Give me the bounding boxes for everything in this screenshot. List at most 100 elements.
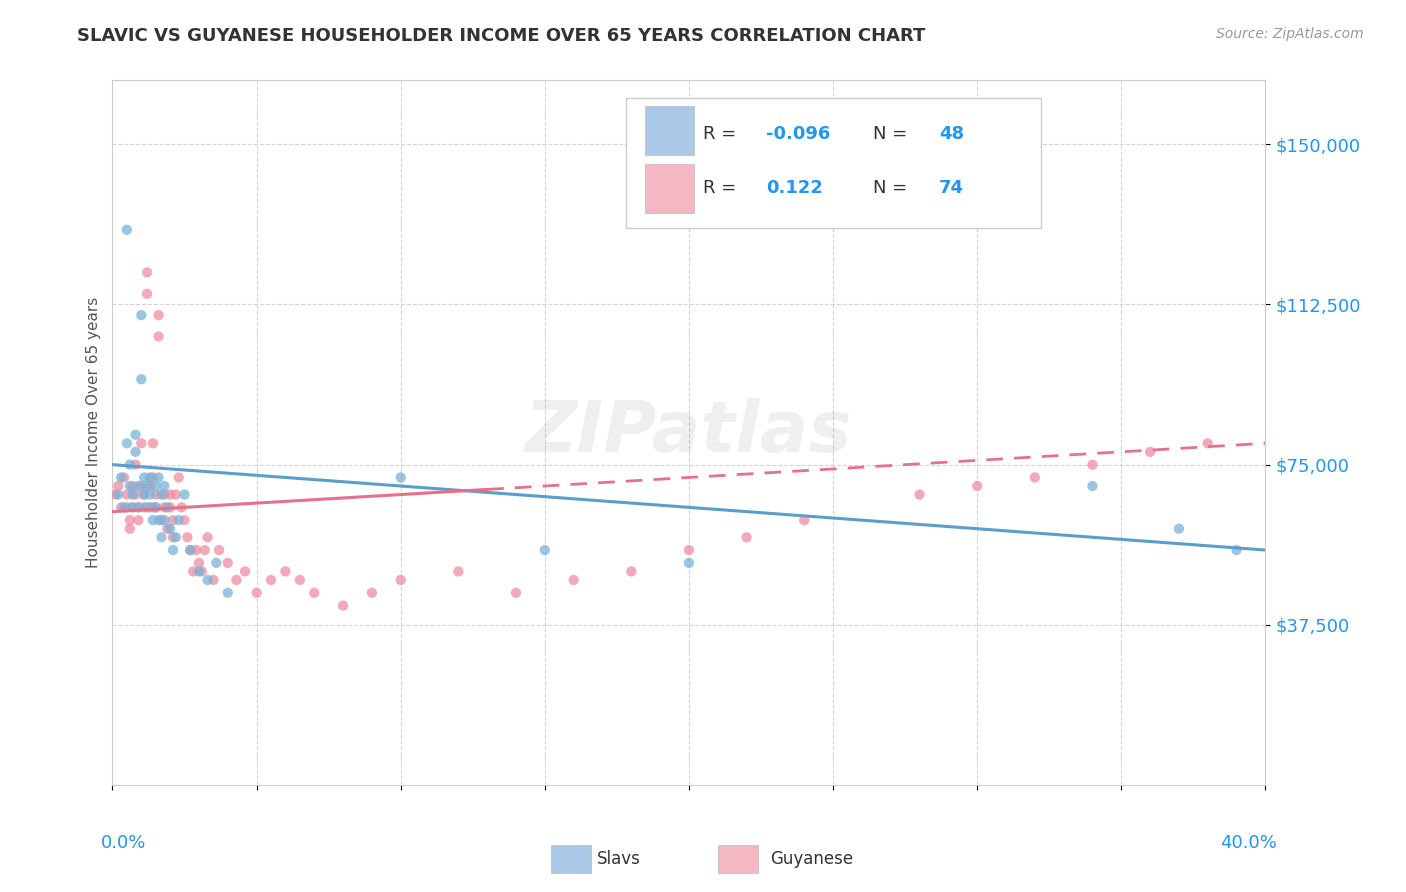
Point — [194, 543, 217, 558]
Point — [150, 530, 173, 544]
Point — [104, 487, 127, 501]
Point — [1081, 458, 1104, 472]
Text: N =: N = — [873, 126, 914, 144]
Point — [389, 470, 412, 484]
Point — [162, 543, 184, 558]
Point — [129, 479, 153, 493]
Point — [153, 500, 176, 515]
Point — [188, 565, 211, 579]
Point — [678, 543, 700, 558]
Point — [127, 500, 149, 515]
Point — [136, 286, 159, 301]
Point — [217, 586, 239, 600]
Point — [159, 522, 181, 536]
Point — [1139, 445, 1161, 459]
FancyBboxPatch shape — [645, 106, 693, 155]
Point — [145, 500, 167, 515]
FancyBboxPatch shape — [645, 164, 693, 213]
Point — [121, 500, 143, 515]
Point — [134, 470, 156, 484]
Point — [127, 513, 149, 527]
Point — [142, 436, 165, 450]
Point — [1024, 470, 1046, 484]
Point — [115, 487, 138, 501]
Text: N =: N = — [873, 178, 914, 196]
Point — [107, 487, 129, 501]
Point — [139, 487, 162, 501]
Point — [246, 586, 269, 600]
Point — [148, 470, 170, 484]
Point — [156, 522, 179, 536]
Point — [197, 573, 219, 587]
Point — [1226, 543, 1249, 558]
Point — [148, 329, 170, 343]
Point — [678, 556, 700, 570]
Point — [165, 530, 187, 544]
Point — [162, 513, 184, 527]
Point — [179, 543, 201, 558]
Point — [124, 487, 146, 501]
Point — [735, 530, 758, 544]
Point — [225, 573, 247, 587]
Point — [274, 565, 297, 579]
Point — [208, 543, 231, 558]
Point — [1197, 436, 1219, 450]
Point — [110, 500, 132, 515]
Point — [332, 599, 354, 613]
Point — [181, 565, 204, 579]
Point — [202, 573, 225, 587]
Point — [129, 308, 153, 322]
Point — [134, 487, 156, 501]
Point — [179, 543, 201, 558]
FancyBboxPatch shape — [718, 845, 758, 873]
Point — [389, 573, 412, 587]
Point — [1081, 479, 1104, 493]
Point — [908, 487, 931, 501]
Text: -0.096: -0.096 — [766, 126, 831, 144]
Point — [153, 487, 176, 501]
Y-axis label: Householder Income Over 65 years: Householder Income Over 65 years — [86, 297, 101, 568]
Point — [170, 500, 193, 515]
Point — [145, 500, 167, 515]
Point — [167, 470, 190, 484]
Point — [129, 372, 153, 386]
Text: Guyanese: Guyanese — [769, 850, 853, 868]
FancyBboxPatch shape — [626, 98, 1040, 228]
Point — [134, 500, 156, 515]
Point — [136, 479, 159, 493]
Point — [191, 565, 214, 579]
Point — [562, 573, 585, 587]
Point — [118, 458, 141, 472]
Text: 40.0%: 40.0% — [1220, 834, 1277, 852]
Point — [197, 530, 219, 544]
Point — [360, 586, 382, 600]
Text: Source: ZipAtlas.com: Source: ZipAtlas.com — [1216, 27, 1364, 41]
Point — [173, 513, 195, 527]
Point — [233, 565, 256, 579]
Point — [148, 308, 170, 322]
Point — [447, 565, 470, 579]
Point — [115, 223, 138, 237]
Point — [217, 556, 239, 570]
Point — [162, 530, 184, 544]
Point — [165, 487, 187, 501]
Point — [534, 543, 557, 558]
Point — [173, 487, 195, 501]
Point — [142, 500, 165, 515]
Point — [124, 427, 146, 442]
Text: 0.0%: 0.0% — [101, 834, 146, 852]
Point — [134, 487, 156, 501]
Text: R =: R = — [703, 178, 742, 196]
Point — [205, 556, 228, 570]
Point — [115, 500, 138, 515]
Point — [304, 586, 326, 600]
Text: Slavs: Slavs — [596, 850, 641, 868]
Point — [288, 573, 311, 587]
Point — [118, 479, 141, 493]
Point — [136, 500, 159, 515]
Point — [150, 487, 173, 501]
Point — [793, 513, 815, 527]
Point — [1167, 522, 1189, 536]
Point — [121, 500, 143, 515]
Point — [148, 513, 170, 527]
